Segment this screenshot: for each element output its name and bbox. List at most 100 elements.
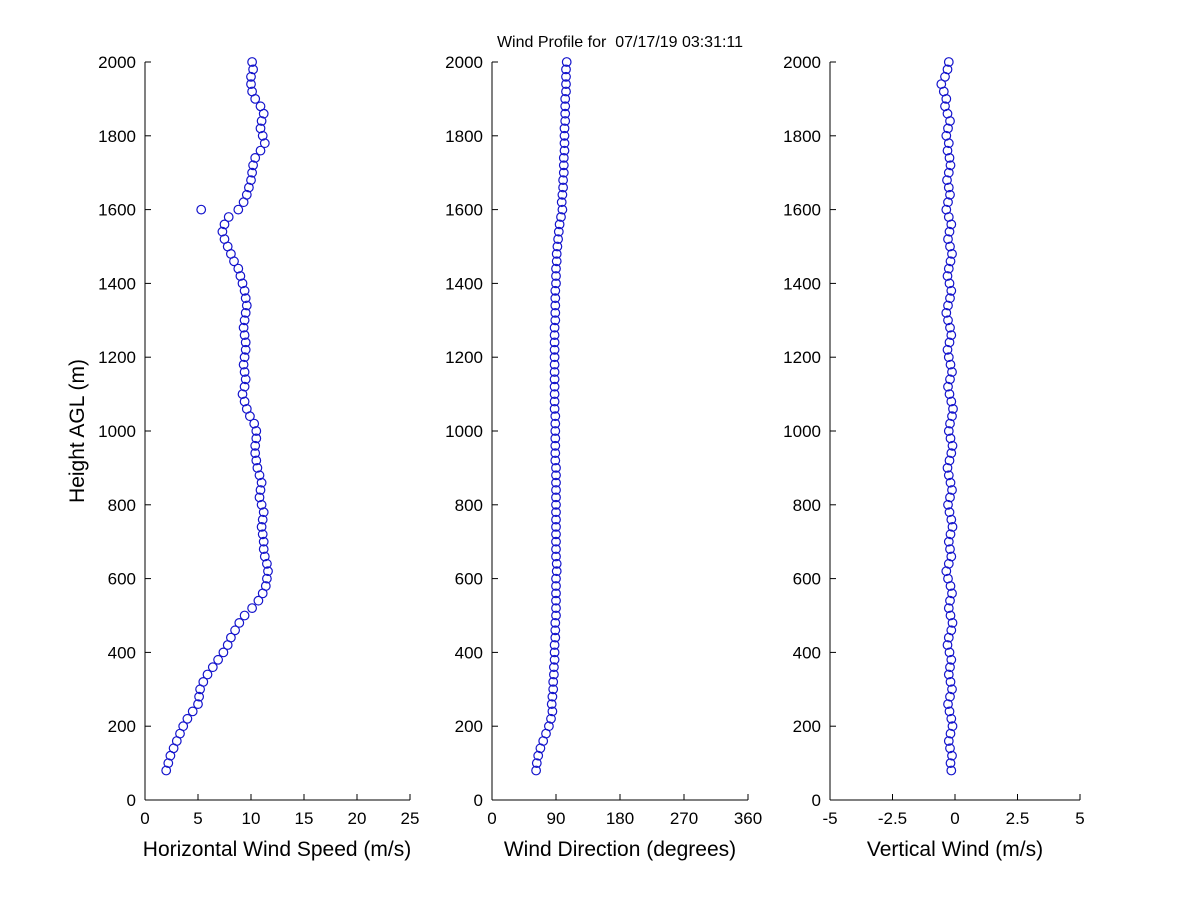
x-tick-label: 2.5 [1006, 809, 1030, 828]
data-point [560, 116, 571, 126]
data-point [945, 691, 955, 702]
data-point [945, 758, 956, 768]
data-point [241, 189, 252, 200]
data-point [943, 182, 954, 193]
y-tick-label: 1400 [445, 274, 483, 293]
y-tick-label: 800 [108, 496, 136, 515]
data-point [213, 654, 224, 665]
data-point [223, 212, 234, 222]
data-point [943, 300, 953, 311]
data-point [549, 647, 560, 658]
data-point [944, 226, 955, 237]
data-point [945, 677, 956, 687]
data-point [219, 219, 230, 230]
data-point [551, 492, 561, 503]
data-point [239, 315, 250, 326]
data-point [561, 64, 571, 75]
data-point [225, 632, 236, 643]
data-point [547, 706, 558, 717]
data-point [943, 123, 953, 134]
data-point [551, 499, 561, 510]
x-tick-label: 90 [547, 809, 566, 828]
data-point [240, 337, 251, 348]
data-point [238, 322, 249, 333]
data-point [240, 344, 251, 355]
data-point [246, 175, 256, 186]
data-point [239, 285, 250, 296]
y-tick-label: 1000 [98, 422, 136, 441]
y-tick-label: 1000 [783, 422, 821, 441]
data-point [194, 691, 205, 702]
data-point [239, 367, 250, 377]
data-point [234, 618, 245, 628]
data-point [945, 477, 956, 488]
data-point [559, 130, 570, 141]
data-point [239, 330, 250, 341]
wind-direction-plot: 0 90 180 270 360 0 200 400 600 800 1000 1200 1400 160… [445, 53, 762, 828]
data-point [257, 130, 268, 141]
data-point [943, 558, 954, 569]
data-point [549, 344, 560, 355]
y-tick-label: 200 [793, 717, 821, 736]
data-point [544, 721, 554, 732]
x-tick-label: 25 [401, 809, 420, 828]
data-point [943, 603, 954, 613]
data-point [942, 175, 952, 186]
data-point [549, 669, 559, 680]
data-point [250, 448, 261, 459]
data-point [558, 160, 569, 171]
data-point [251, 455, 262, 466]
y-axis-label-height: Height AGL (m) [66, 359, 89, 503]
data-point [207, 662, 218, 673]
data-point [161, 765, 172, 776]
data-point [550, 440, 561, 451]
data-point [943, 57, 954, 67]
data-point [943, 352, 954, 363]
data-point [256, 522, 267, 532]
data-point [943, 736, 954, 746]
x-tick-label: 20 [348, 809, 367, 828]
data-point [550, 426, 561, 436]
data-point [548, 684, 559, 695]
y-tick-label: 1200 [98, 348, 136, 367]
data-point [947, 618, 958, 628]
data-point [551, 522, 561, 532]
data-point [533, 750, 544, 761]
data-point [948, 404, 958, 414]
data-point [944, 278, 955, 289]
data-point [942, 64, 953, 75]
data-point [946, 713, 957, 724]
data-point [550, 315, 561, 326]
data-point [945, 544, 955, 554]
x-tick-label: -5 [822, 809, 837, 828]
data-point [940, 101, 950, 112]
data-point [260, 581, 271, 591]
data-point [550, 293, 561, 304]
data-point [946, 285, 957, 296]
data-point [558, 152, 569, 163]
data-point [946, 765, 957, 776]
data-point [551, 536, 561, 547]
y-tick-label: 1800 [98, 127, 136, 146]
x-axis-label-wind-direction: Wind Direction (degrees) [503, 838, 737, 861]
data-point [247, 603, 258, 613]
data-point [551, 544, 561, 554]
data-point [255, 123, 266, 134]
data-point [550, 433, 561, 444]
data-point [945, 662, 955, 673]
data-point [551, 514, 561, 525]
data-point [550, 285, 561, 296]
x-tick-label: 360 [734, 809, 762, 828]
data-point [549, 352, 560, 363]
data-point [551, 581, 561, 591]
y-tick-label: 600 [108, 570, 136, 589]
data-point [256, 116, 267, 126]
data-point [259, 138, 270, 149]
data-point [551, 470, 561, 481]
data-point [561, 86, 571, 97]
data-point [943, 197, 953, 208]
data-point [238, 359, 249, 370]
data-point [945, 256, 956, 267]
data-point [549, 330, 560, 341]
